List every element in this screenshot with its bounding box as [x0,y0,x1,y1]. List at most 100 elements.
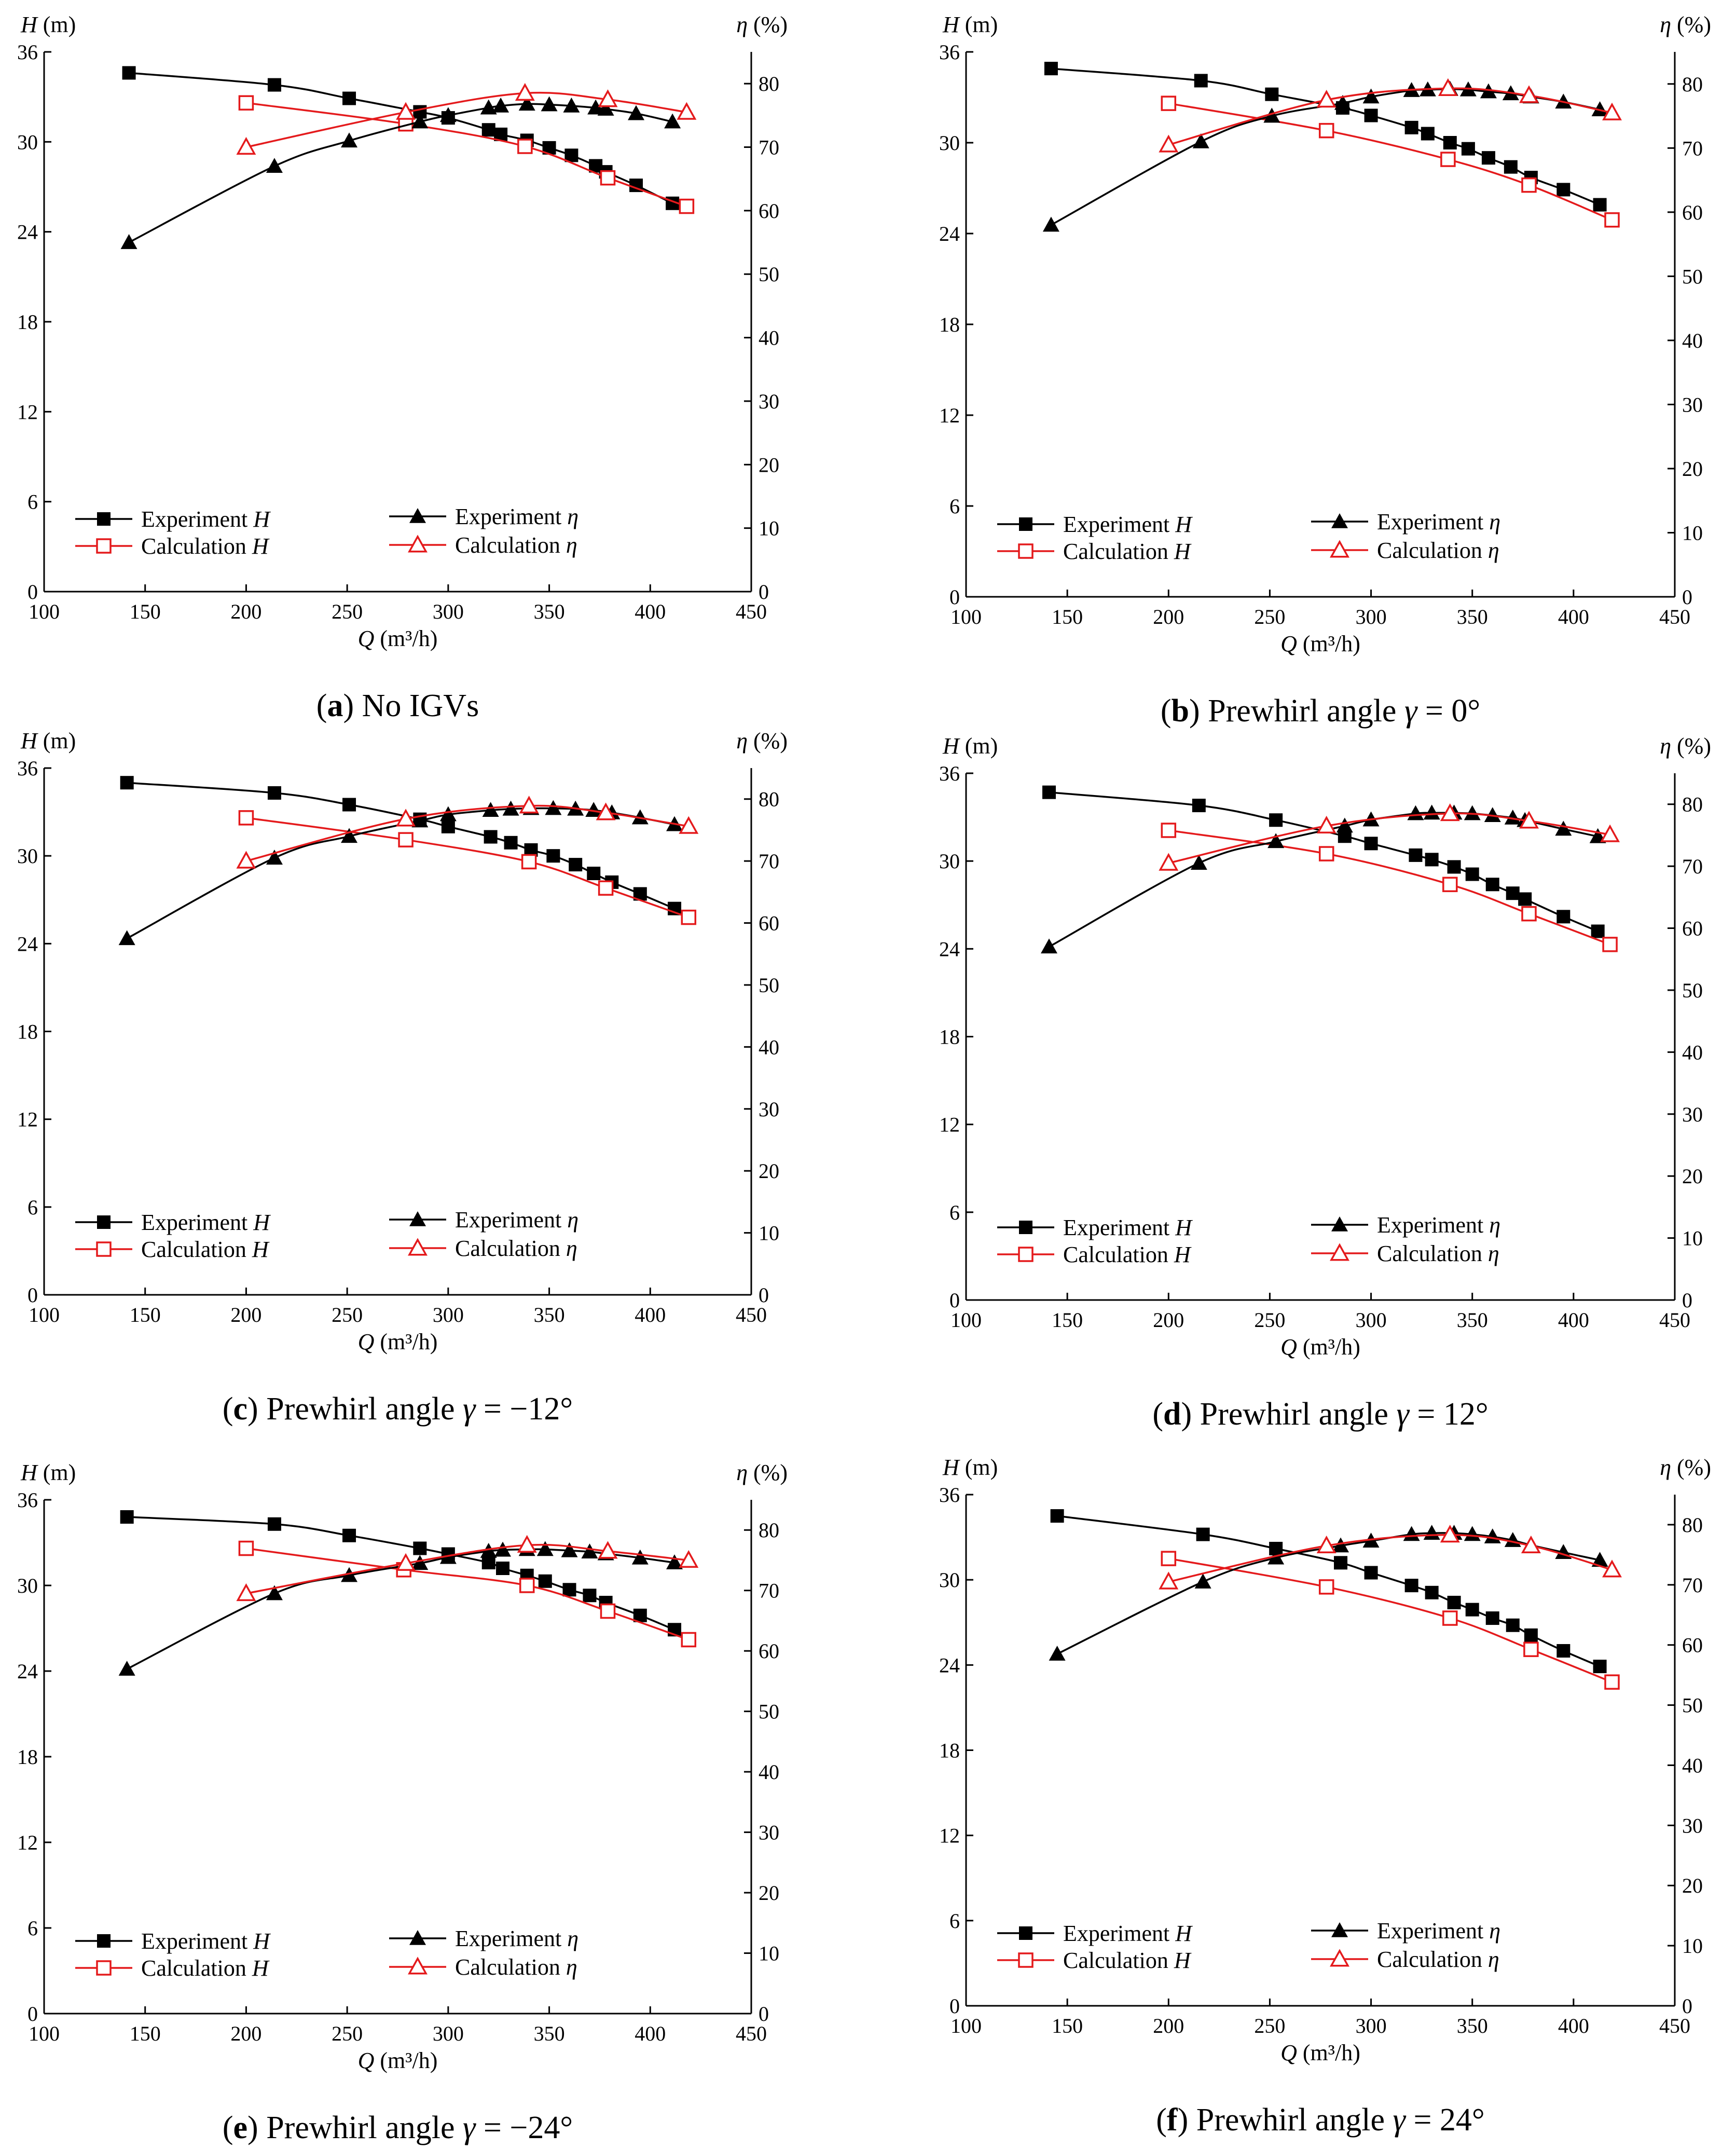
y-right-tick-label: 40 [1682,329,1703,352]
data-point-marker [1591,924,1605,938]
data-point-marker [1442,877,1458,893]
data-point-marker [666,1554,683,1569]
data-point-marker [1504,809,1521,825]
data-point-marker [631,809,649,825]
series-line-experiment-efficiency [1051,88,1600,226]
legend-label: Experiment H [141,1210,271,1235]
data-point-marker [1591,101,1608,116]
x-axis-title: Q (m³/h) [358,626,438,651]
data-point-marker [1049,1646,1066,1661]
x-axis-title: Q (m³/h) [358,2048,438,2073]
legend-label: Calculation H [141,1955,270,1981]
legend-label: Experiment H [1063,512,1193,537]
y-left-tick-label: 18 [17,1020,38,1044]
y-right-tick-label: 40 [759,326,779,350]
legend-marker [97,512,111,526]
y-left-tick-label: 12 [939,404,960,427]
data-point-marker [1421,127,1435,141]
chart-panel-c: 100 150 200 250 300 350 400 4500612182430360102… [17,728,788,1355]
data-point-marker [515,83,535,101]
x-tick-label: 250 [1254,1308,1285,1332]
data-point-marker [396,809,416,827]
y-right-tick-label: 10 [759,1222,779,1245]
data-point-marker [439,107,457,122]
chart-panel-b: 100 150 200 250 300 350 400 4500612182430360102… [939,12,1711,656]
x-tick-label: 250 [332,2022,363,2045]
series-line-experiment-head [129,72,673,204]
data-point-marker [519,796,539,814]
y-right-tick-label: 60 [759,912,779,935]
y-right-tick-label: 80 [1682,793,1703,816]
chart-panel-f: 100 150 200 250 300 350 400 4500612182430360102… [939,1455,1711,2065]
x-axis-title: Q (m³/h) [358,1329,438,1355]
x-tick-label: 300 [433,2022,464,2045]
data-point-marker [1044,62,1058,76]
y-left-tick-label: 36 [17,1488,38,1512]
data-point-marker [1318,122,1334,139]
data-point-marker [1159,853,1179,871]
panel-caption-e: (e) Prewhirl angle γ = −24° [223,2110,573,2145]
data-point-marker [1465,867,1479,881]
y-right-tick-label: 70 [1682,136,1703,160]
data-point-marker [267,786,281,800]
y-right-tick-label: 30 [1682,1103,1703,1126]
data-point-marker [596,802,616,820]
y-left-tick-label: 24 [939,937,960,961]
panel-caption-b: (b) Prewhirl angle γ = 0° [1161,693,1480,729]
data-point-marker [1521,906,1537,922]
legend-entry: Calculation η [1311,538,1499,563]
data-point-marker [1316,815,1337,834]
legend-entry: Experiment H [997,1215,1193,1240]
legend-label: Calculation η [1377,538,1499,563]
legend-entry: Experiment H [75,1210,271,1235]
series-line-calculation-efficiency [1168,87,1613,146]
x-tick-label: 100 [950,1308,982,1332]
data-point-marker [1159,1571,1179,1590]
y-left-tick-label: 6 [949,1909,960,1933]
x-tick-label: 350 [534,2022,565,2045]
legend-marker [1019,1221,1032,1234]
y-right-tick-label: 80 [759,1518,779,1542]
x-tick-label: 450 [1659,1308,1690,1332]
data-point-marker [561,1542,578,1557]
data-point-marker [502,800,519,816]
y-right-tick-label: 50 [1682,1694,1703,1717]
y-left-tick-label: 6 [27,490,38,514]
data-point-marker [1364,837,1378,851]
x-tick-label: 450 [1659,2014,1690,2037]
y-left-tick-label: 0 [949,1994,960,2018]
series-line-calculation-efficiency [1168,812,1610,864]
y-right-tick-label: 40 [1682,1754,1703,1777]
data-point-marker [480,1543,497,1558]
y-right-tick-label: 60 [759,199,779,223]
y-left-tick-label: 6 [27,1917,38,1940]
legend-entry: Experiment H [997,1921,1193,1946]
legend-marker [1018,1247,1034,1262]
data-point-marker [342,1528,356,1542]
legend-marker [409,1930,426,1945]
legend-marker [1331,1216,1348,1232]
x-tick-label: 400 [1558,2014,1589,2037]
y-right-tick-label: 20 [759,1881,779,1905]
data-point-marker [1506,886,1520,900]
y-right-tick-label: 60 [759,1639,779,1663]
x-tick-label: 200 [230,600,261,623]
data-point-marker [536,1541,554,1556]
y-right-tick-label: 80 [1682,1513,1703,1537]
legend-label: Experiment η [455,1926,578,1951]
data-point-marker [484,830,498,844]
y-right-tick-label: 80 [759,788,779,811]
data-point-marker [517,139,533,154]
y-right-tick-label: 50 [1682,979,1703,1002]
legend-label: Calculation η [1377,1947,1499,1972]
data-point-marker [679,816,699,834]
y-left-tick-label: 0 [949,585,960,609]
y-left-tick-label: 12 [939,1824,960,1848]
series-line-calculation-head [246,102,687,208]
data-point-marker [1602,937,1618,952]
y-right-tick-label: 60 [1682,917,1703,940]
data-point-marker [236,851,256,869]
legend-label: Calculation η [455,1236,577,1261]
data-point-marker [1593,1660,1607,1674]
data-point-marker [1267,833,1285,849]
